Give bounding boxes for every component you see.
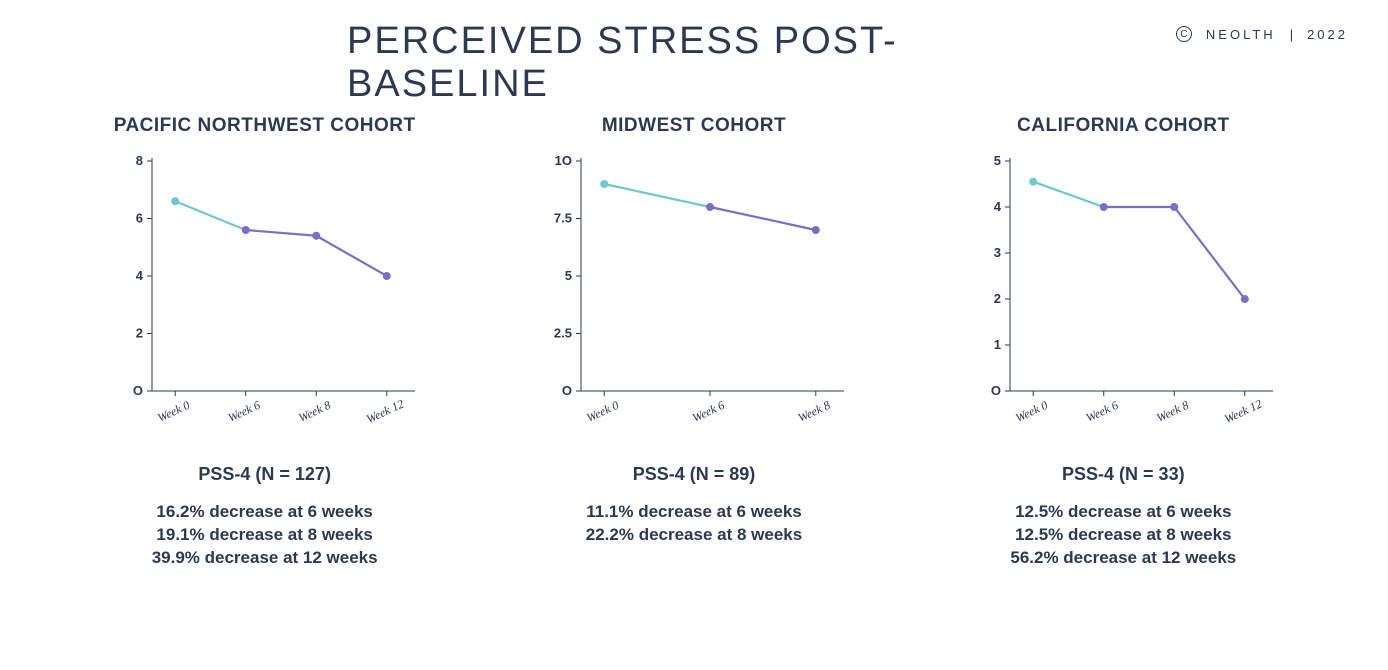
svg-text:2.5: 2.5 (554, 326, 572, 341)
stat-line: 16.2% decrease at 6 weeks (152, 501, 378, 524)
panel-subtitle: PSS-4 (N = 33) (1062, 464, 1185, 485)
page-title: PERCEIVED STRESS POST-BASELINE (347, 20, 1041, 106)
stat-line: 39.9% decrease at 12 weeks (152, 547, 378, 570)
svg-text:7.5: 7.5 (554, 211, 572, 226)
svg-text:4: 4 (135, 268, 143, 283)
svg-text:Week 0: Week 0 (1014, 398, 1051, 425)
svg-text:Week 12: Week 12 (1222, 397, 1264, 427)
svg-text:Week 0: Week 0 (155, 398, 192, 425)
line-chart-svg: O 2 4 6 8 Week 0 Week 6 Week 8 Week 12 (110, 151, 420, 431)
header-bar: C NEOLTH | 2022 (1176, 26, 1348, 42)
svg-text:5: 5 (565, 268, 572, 283)
chart-midwest: O 2.5 5 7.5 1O Week 0 Week 6 Week 8 (539, 151, 849, 436)
panel-midwest: MIDWEST COHORT O 2.5 5 7.5 1O Week 0 Week 6 Wee… (494, 115, 894, 570)
svg-text:Week 6: Week 6 (1084, 398, 1121, 425)
svg-text:2: 2 (994, 291, 1001, 306)
brand-name: NEOLTH (1206, 27, 1276, 42)
panels-container: PACIFIC NORTHWEST COHORT O 2 4 6 8 Week 0 Week… (0, 115, 1388, 570)
panel-pacific-northwest: PACIFIC NORTHWEST COHORT O 2 4 6 8 Week 0 Week… (65, 115, 465, 570)
svg-text:1O: 1O (555, 153, 572, 168)
svg-text:3: 3 (994, 245, 1001, 260)
svg-text:Week 8: Week 8 (296, 398, 333, 425)
panel-subtitle: PSS-4 (N = 127) (198, 464, 331, 485)
svg-text:Week 6: Week 6 (690, 398, 727, 425)
svg-text:Week 0: Week 0 (584, 398, 621, 425)
stat-line: 12.5% decrease at 8 weeks (1010, 524, 1236, 547)
stat-line: 56.2% decrease at 12 weeks (1010, 547, 1236, 570)
stat-line: 19.1% decrease at 8 weeks (152, 524, 378, 547)
year-label: 2022 (1307, 27, 1348, 42)
stat-line: 11.1% decrease at 6 weeks (586, 501, 802, 524)
panel-california: CALIFORNIA COHORT O 1 2 3 4 5 Week 0 Week 6 Week… (923, 115, 1323, 570)
line-chart-svg: O 2.5 5 7.5 1O Week 0 Week 6 Week 8 (539, 151, 849, 431)
panel-title: CALIFORNIA COHORT (1017, 115, 1230, 137)
chart-california: O 1 2 3 4 5 Week 0 Week 6 Week 8 Week 12 (968, 151, 1278, 436)
panel-stats: 16.2% decrease at 6 weeks 19.1% decrease… (152, 501, 378, 570)
copyright-icon: C (1176, 26, 1192, 42)
svg-text:2: 2 (135, 326, 142, 341)
chart-pacific-northwest: O 2 4 6 8 Week 0 Week 6 Week 8 Week 12 (110, 151, 420, 436)
svg-text:O: O (562, 383, 572, 398)
svg-text:Week 12: Week 12 (364, 397, 406, 427)
svg-text:4: 4 (994, 199, 1002, 214)
panel-stats: 12.5% decrease at 6 weeks 12.5% decrease… (1010, 501, 1236, 570)
stat-line: 22.2% decrease at 8 weeks (586, 524, 802, 547)
panel-stats: 11.1% decrease at 6 weeks 22.2% decrease… (586, 501, 802, 547)
divider-pipe: | (1290, 27, 1293, 42)
svg-text:O: O (133, 383, 143, 398)
svg-text:Week 8: Week 8 (796, 398, 833, 425)
svg-text:8: 8 (135, 153, 142, 168)
svg-text:1: 1 (994, 337, 1001, 352)
svg-text:5: 5 (994, 153, 1001, 168)
stat-line: 12.5% decrease at 6 weeks (1010, 501, 1236, 524)
svg-text:O: O (991, 383, 1001, 398)
svg-text:Week 6: Week 6 (225, 398, 262, 425)
svg-text:6: 6 (135, 211, 142, 226)
line-chart-svg: O 1 2 3 4 5 Week 0 Week 6 Week 8 Week 12 (968, 151, 1278, 431)
svg-text:Week 8: Week 8 (1155, 398, 1192, 425)
panel-title: PACIFIC NORTHWEST COHORT (114, 115, 416, 137)
panel-title: MIDWEST COHORT (602, 115, 786, 137)
panel-subtitle: PSS-4 (N = 89) (633, 464, 756, 485)
